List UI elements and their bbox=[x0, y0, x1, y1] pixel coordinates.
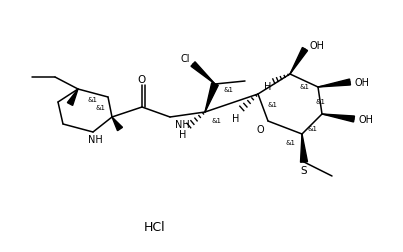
Text: H: H bbox=[179, 130, 187, 139]
Polygon shape bbox=[322, 115, 355, 122]
Text: O: O bbox=[256, 124, 264, 135]
Text: OH: OH bbox=[310, 41, 324, 51]
Text: HCl: HCl bbox=[144, 220, 166, 234]
Text: O: O bbox=[138, 75, 146, 85]
Polygon shape bbox=[205, 83, 218, 113]
Text: NH: NH bbox=[175, 119, 190, 130]
Polygon shape bbox=[112, 117, 123, 131]
Text: &1: &1 bbox=[224, 87, 234, 93]
Text: &1: &1 bbox=[87, 97, 97, 103]
Polygon shape bbox=[191, 62, 215, 85]
Text: &1: &1 bbox=[285, 139, 295, 145]
Text: H: H bbox=[232, 114, 240, 123]
Text: &1: &1 bbox=[95, 105, 105, 111]
Text: OH: OH bbox=[355, 78, 370, 88]
Text: &1: &1 bbox=[315, 99, 325, 105]
Text: &1: &1 bbox=[299, 84, 309, 90]
Text: H: H bbox=[264, 82, 272, 92]
Text: &1: &1 bbox=[212, 117, 222, 123]
Text: &1: &1 bbox=[307, 125, 317, 132]
Polygon shape bbox=[318, 80, 351, 88]
Text: Cl: Cl bbox=[180, 54, 190, 64]
Text: OH: OH bbox=[359, 115, 374, 124]
Polygon shape bbox=[290, 48, 307, 75]
Polygon shape bbox=[301, 135, 307, 163]
Polygon shape bbox=[67, 90, 78, 106]
Text: S: S bbox=[301, 165, 307, 175]
Text: &1: &1 bbox=[267, 102, 277, 108]
Text: NH: NH bbox=[87, 135, 102, 144]
